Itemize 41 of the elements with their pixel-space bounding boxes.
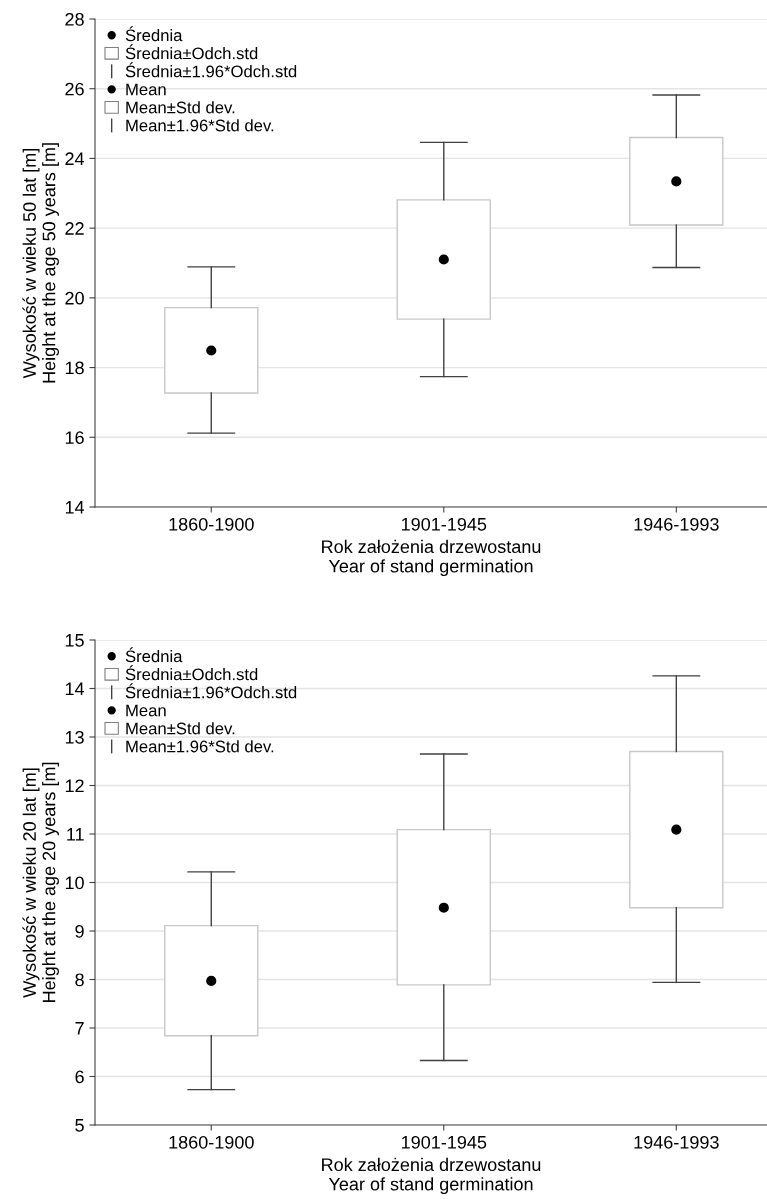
y-tick-label: 22 bbox=[65, 222, 84, 235]
x-tick-label: 1901-1945 bbox=[402, 1135, 487, 1149]
annotation: Średnia±1.96*Odch.std bbox=[125, 62, 297, 78]
y-tick-label: 16 bbox=[65, 431, 84, 445]
y-tick-label: 13 bbox=[65, 730, 84, 744]
y-tick-label: 7 bbox=[75, 1022, 84, 1035]
y-tick-label: 28 bbox=[65, 12, 84, 26]
annotation: Mean±1.96*Std dev. bbox=[126, 740, 274, 753]
y-tick-label: 9 bbox=[75, 924, 84, 938]
x-axis-title: Rok założenia drzewostanu Year of stand germination bbox=[322, 1157, 541, 1195]
x-tick-label: 1946-1993 bbox=[634, 517, 719, 531]
y-tick-label: 5 bbox=[75, 1119, 84, 1132]
y-tick-label: 18 bbox=[65, 361, 84, 375]
annotation: Średnia±Odch.std bbox=[125, 665, 258, 681]
y-tick-label: 11 bbox=[67, 828, 84, 841]
y-tick-label: 14 bbox=[65, 501, 85, 514]
y-tick-label: 20 bbox=[65, 291, 84, 305]
x-tick-label: 1860-1900 bbox=[169, 517, 254, 531]
x-tick-label: 1946-1993 bbox=[634, 1135, 719, 1149]
annotation: Średnia±1.96*Odch.std bbox=[125, 683, 297, 699]
x-axis-title: Rok założenia drzewostanu Year of stand germination bbox=[322, 539, 541, 577]
annotation: Mean±Std dev. bbox=[126, 722, 235, 735]
x-tick-label: 1901-1945 bbox=[402, 517, 487, 531]
y-tick-label: 12 bbox=[65, 779, 84, 793]
annotation: Mean bbox=[126, 704, 166, 717]
y-tick-label: 26 bbox=[65, 82, 84, 96]
y-tick-label: 24 bbox=[65, 152, 85, 165]
annotation: Mean bbox=[126, 83, 166, 96]
annotation: Średnia bbox=[125, 647, 183, 663]
annotation: Średnia±Odch.std bbox=[125, 44, 258, 60]
y-tick-label: 6 bbox=[75, 1070, 84, 1084]
x-tick-label: 1860-1900 bbox=[169, 1135, 254, 1149]
y-axis-title: Wysokość w wieku 20 lat [m] Height at the age 20 years [m] bbox=[22, 762, 59, 1002]
y-tick-label: 8 bbox=[75, 973, 84, 987]
annotation: Mean±Std dev. bbox=[126, 101, 235, 114]
y-axis-title: Wysokość w wieku 50 lat [m] Height at the age 50 years [m] bbox=[22, 143, 59, 383]
y-tick-label: 15 bbox=[65, 634, 84, 647]
annotation: Średnia bbox=[125, 26, 183, 42]
y-tick-label: 10 bbox=[65, 876, 84, 890]
annotation: Mean±1.96*Std dev. bbox=[126, 119, 274, 132]
y-tick-label: 14 bbox=[65, 682, 85, 696]
